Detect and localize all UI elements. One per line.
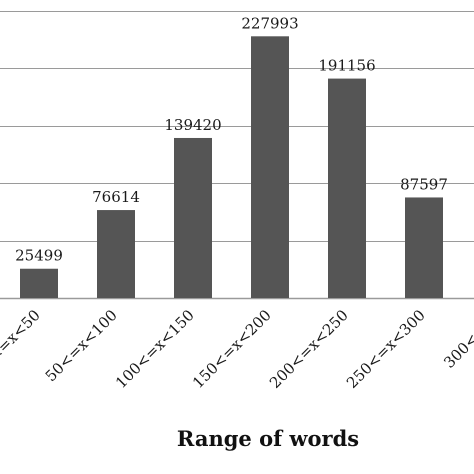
bar [328,78,366,299]
bar-value-label: 191156 [318,57,375,75]
bar-value-label: 87597 [400,175,448,193]
x-tick-label: 0<=x<50 [0,306,44,372]
x-tick-label: 100<=x<150 [112,306,198,392]
x-tick-label: 150<=x<200 [189,306,275,392]
bar [174,137,212,298]
bar [20,268,58,298]
bar [97,210,135,298]
bar-value-label: 25499 [15,247,63,265]
x-tick-label: 200<=x<250 [266,306,352,392]
bar [251,36,289,299]
bar-value-label: 139420 [164,116,221,134]
gridlines [0,11,474,300]
x-axis-label: Range of words [176,426,360,451]
bars [20,36,443,299]
bar-value-label: 76614 [92,188,140,206]
x-tick-label: 250<=x<300 [343,306,429,392]
x-tick-label: 300<=x< [440,306,474,372]
data-labels: 25499 76614 139420 227993 191156 87597 [15,14,448,264]
bar-value-label: 227993 [241,14,298,32]
x-tick-label: 50<=x<100 [42,306,121,385]
bar [405,197,443,298]
x-tick-labels: 0<=x<5050<=x<100100<=x<150150<=x<200200<… [0,306,474,392]
